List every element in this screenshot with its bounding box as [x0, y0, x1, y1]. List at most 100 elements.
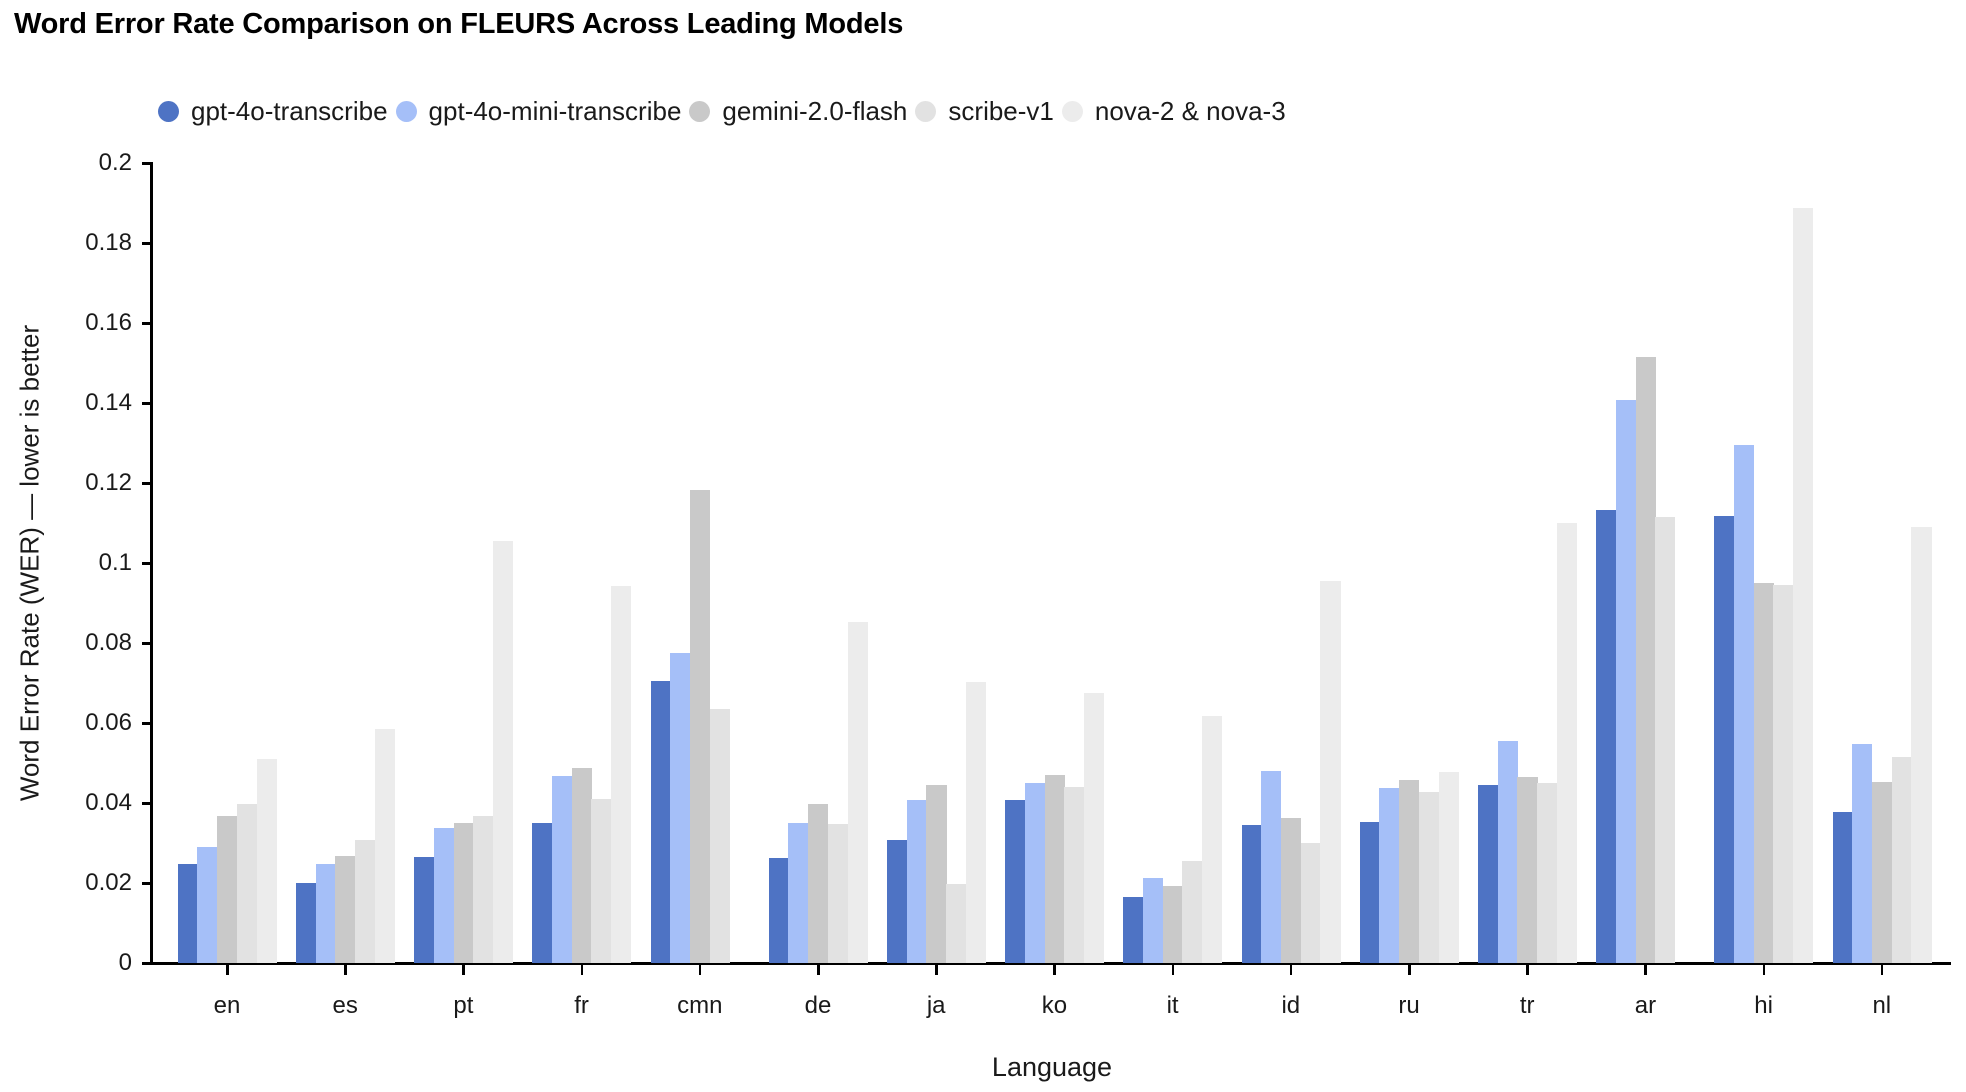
y-tick-label: 0: [118, 949, 132, 976]
x-tick-mark: [580, 965, 584, 975]
x-tick-label: tr: [1519, 992, 1535, 1019]
y-tick-mark: [142, 722, 151, 725]
bar-de-3: [827, 824, 849, 963]
bar-hi-0: [1714, 516, 1735, 963]
y-tick-mark: [142, 882, 151, 885]
bar-fr-3: [591, 799, 612, 963]
legend-label: gpt-4o-mini-transcribe: [428, 95, 682, 126]
legend: gpt-4o-transcribe gpt-4o-mini-transcribe g…: [158, 95, 1294, 127]
bar-pt-2: [453, 822, 474, 963]
legend-item-nova-2-nova-3: nova-2 & nova-3: [1061, 95, 1286, 127]
y-tick-mark: [142, 242, 151, 245]
bar-en-3: [236, 803, 258, 963]
bar-de-0: [768, 858, 789, 963]
legend-label: gpt-4o-transcribe: [191, 95, 388, 126]
bar-pt-0: [414, 857, 435, 963]
y-tick-mark: [142, 562, 151, 565]
bar-hi-2: [1753, 583, 1774, 963]
y-tick-label: 0.08: [85, 629, 132, 656]
bar-tr-3: [1537, 782, 1558, 963]
legend-label: gemini-2.0-flash: [722, 95, 908, 126]
x-tick-label: en: [213, 992, 241, 1019]
bar-en-1: [197, 847, 218, 963]
x-tick-mark: [1762, 965, 1766, 975]
y-tick-label: 0.16: [85, 309, 132, 336]
x-tick-label: ar: [1634, 992, 1657, 1019]
y-tick-label: 0.06: [85, 709, 132, 736]
x-tick-label: es: [332, 992, 358, 1019]
bar-es-0: [295, 882, 317, 963]
y-tick-mark: [142, 642, 151, 645]
x-tick-label: ru: [1398, 992, 1420, 1019]
y-tick-mark: [142, 402, 151, 405]
x-tick-mark: [935, 965, 938, 975]
y-tick-label: 0.14: [85, 389, 132, 416]
legend-dot-icon: [395, 100, 417, 122]
bar-ja-4: [965, 681, 986, 963]
bar-de-1: [788, 823, 809, 963]
bar-ko-1: [1024, 782, 1046, 963]
x-tick-label: nl: [1872, 992, 1892, 1019]
y-tick-label: 0.1: [98, 549, 132, 576]
bar-ko-4: [1083, 693, 1105, 963]
bar-cmn-1: [670, 653, 691, 963]
bar-ko-3: [1064, 787, 1085, 963]
x-tick-label: ko: [1041, 992, 1068, 1019]
bar-hi-4: [1793, 208, 1814, 963]
y-tick-mark: [142, 802, 151, 805]
bar-es-1: [315, 864, 336, 963]
x-tick-label: hi: [1754, 992, 1773, 1019]
bar-ar-2: [1635, 356, 1656, 963]
bar-nl-1: [1852, 744, 1873, 963]
bar-ja-1: [906, 799, 927, 963]
bar-es-4: [374, 729, 395, 963]
y-tick-mark: [142, 322, 151, 325]
x-tick-label: fr: [574, 992, 589, 1019]
bar-es-3: [355, 839, 376, 963]
bar-cmn-0: [650, 680, 671, 963]
bar-de-4: [847, 621, 868, 963]
bar-it-0: [1123, 896, 1144, 963]
legend-label: nova-2 & nova-3: [1094, 95, 1286, 126]
x-tick-label: ja: [926, 992, 946, 1019]
bar-fr-0: [532, 823, 553, 963]
x-tick-mark: [698, 965, 702, 975]
x-tick-mark: [1053, 965, 1056, 975]
y-tick-label: 0.12: [85, 469, 132, 496]
bar-en-4: [256, 759, 277, 963]
bar-nl-3: [1891, 756, 1912, 963]
legend-dot-icon: [158, 100, 179, 122]
y-tick-mark: [142, 482, 151, 485]
x-tick-mark: [1526, 965, 1529, 975]
bar-en-0: [177, 863, 198, 963]
bar-fr-1: [552, 776, 573, 963]
legend-label: scribe-v1: [948, 95, 1054, 126]
x-tick-mark: [1408, 965, 1411, 975]
bar-ru-0: [1359, 821, 1380, 963]
x-tick-mark: [817, 965, 820, 975]
y-tick-mark: [142, 162, 151, 165]
bar-id-4: [1320, 581, 1341, 963]
x-tick-mark: [226, 965, 229, 975]
y-tick-mark: [142, 962, 151, 965]
x-axis-line: [143, 962, 1951, 965]
bar-pt-1: [433, 828, 455, 963]
bar-de-2: [808, 803, 829, 963]
bar-fr-4: [611, 586, 632, 963]
x-tick-label: it: [1166, 992, 1179, 1019]
y-tick-label: 0.02: [85, 869, 132, 896]
bar-it-1: [1143, 878, 1164, 963]
bar-cmn-2: [689, 489, 711, 963]
x-tick-mark: [462, 965, 465, 975]
bar-pt-4: [492, 540, 514, 963]
bar-ar-3: [1655, 516, 1676, 963]
x-tick-mark: [1171, 965, 1175, 975]
chart-title: Word Error Rate Comparison on FLEURS Acr…: [14, 8, 904, 40]
bar-fr-2: [571, 768, 592, 963]
legend-dot-icon: [689, 100, 711, 122]
bar-ja-0: [886, 839, 908, 963]
y-tick-label: 0.04: [85, 789, 132, 816]
bar-ru-4: [1438, 771, 1459, 963]
